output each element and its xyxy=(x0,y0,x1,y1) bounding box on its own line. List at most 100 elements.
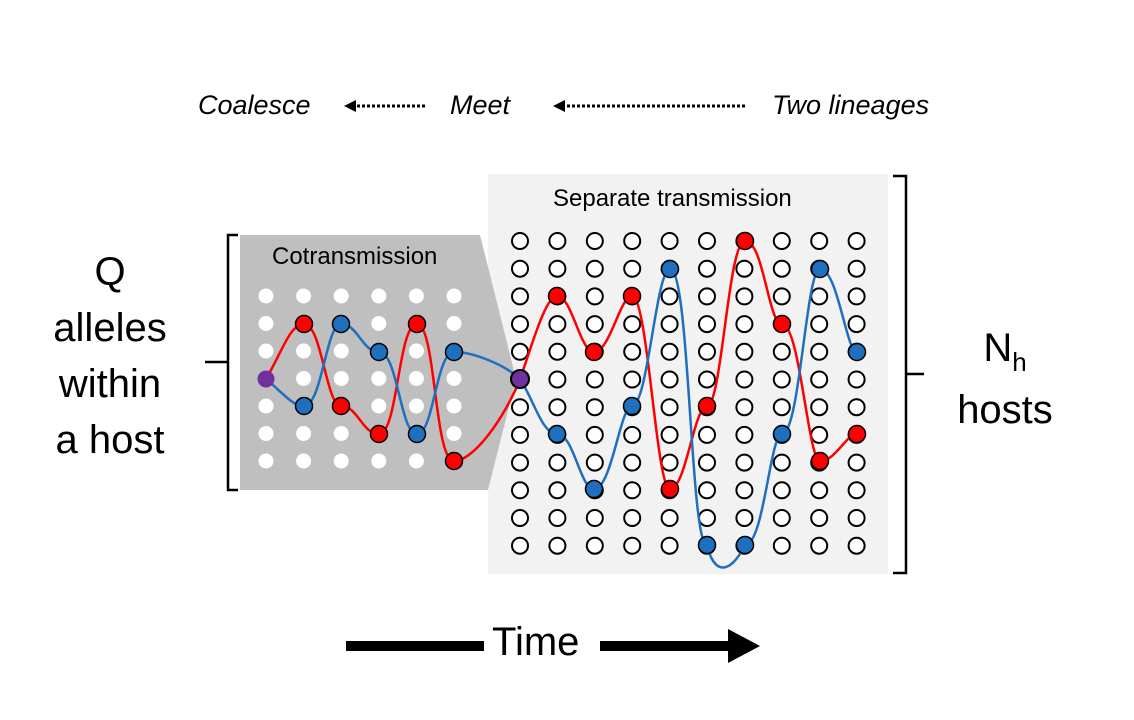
host-circle xyxy=(772,509,791,527)
host-circle xyxy=(548,536,567,555)
two-lineages-label: Two lineages xyxy=(772,90,930,120)
host-circle xyxy=(698,315,716,334)
host-circle xyxy=(735,370,754,389)
host-circle xyxy=(585,287,604,306)
q-alleles-line: a host xyxy=(55,418,165,462)
host-circle xyxy=(772,287,791,306)
host-circle xyxy=(810,398,829,417)
host-circle xyxy=(810,481,829,500)
red-lineage-node xyxy=(772,314,792,334)
host-circle xyxy=(772,342,791,361)
host-circle xyxy=(772,370,791,389)
time-label: Time xyxy=(492,620,580,664)
flow-arrow-meet-to-coalesce xyxy=(344,100,425,112)
allele-dot xyxy=(333,371,349,386)
blue-lineage-node xyxy=(810,259,830,279)
host-circle xyxy=(660,536,679,555)
host-circle xyxy=(511,536,529,555)
host-circle xyxy=(735,398,754,417)
host-circle xyxy=(810,425,829,444)
host-circle xyxy=(511,425,529,444)
host-circle xyxy=(511,315,529,334)
allele-dot xyxy=(258,453,274,469)
allele-dot xyxy=(296,288,312,304)
red-lineage-node xyxy=(444,451,464,471)
allele-dot xyxy=(333,288,349,304)
host-circle xyxy=(585,370,604,389)
blue-lineage-node xyxy=(584,479,604,499)
red-lineage-node xyxy=(847,424,867,444)
host-circle xyxy=(660,453,679,472)
host-circle xyxy=(511,259,529,278)
host-circle xyxy=(847,481,866,500)
host-circle xyxy=(698,342,716,361)
host-circle xyxy=(548,398,567,417)
allele-dot xyxy=(408,288,424,304)
host-circle xyxy=(585,453,604,472)
host-circle xyxy=(810,509,829,527)
host-circle xyxy=(548,509,567,527)
blue-lineage-node xyxy=(294,396,314,416)
nh-hosts-label: Nh hosts xyxy=(945,324,1065,434)
lineage-nodes xyxy=(257,231,867,555)
host-circle xyxy=(660,398,679,417)
host-circle xyxy=(810,342,829,361)
host-circle xyxy=(511,398,529,417)
red-lineage-node xyxy=(369,424,389,444)
host-circle xyxy=(511,287,529,306)
allele-dot xyxy=(258,316,274,331)
allele-dot xyxy=(408,453,424,469)
host-circle xyxy=(735,315,754,334)
host-circle xyxy=(810,370,829,389)
allele-dot xyxy=(296,371,312,386)
red-lineage-node xyxy=(810,451,830,471)
host-circle xyxy=(548,481,567,500)
host-circle xyxy=(810,232,829,250)
host-circle xyxy=(623,342,642,361)
host-circle xyxy=(623,509,642,527)
allele-dot xyxy=(408,371,424,386)
coalesce-label: Coalesce xyxy=(198,90,311,120)
host-circle xyxy=(735,509,754,527)
red-lineage-node xyxy=(294,314,314,334)
allele-dot xyxy=(408,398,424,414)
host-circle xyxy=(698,425,716,444)
host-circle xyxy=(548,342,567,361)
host-circle xyxy=(772,481,791,500)
host-circle xyxy=(847,370,866,389)
separate-transmission-title: Separate transmission xyxy=(553,185,792,212)
allele-dot xyxy=(258,426,274,441)
red-lineage-node xyxy=(407,314,427,334)
blue-lineage-node xyxy=(697,535,717,555)
cotransmission-title: Cotransmission xyxy=(272,243,438,270)
host-circle xyxy=(548,259,567,278)
host-circle xyxy=(772,232,791,250)
host-circle xyxy=(511,342,529,361)
host-circle xyxy=(585,509,604,527)
host-circle xyxy=(548,453,567,472)
allele-dot xyxy=(446,371,462,386)
red-lineage-node xyxy=(697,396,717,416)
host-circle xyxy=(772,259,791,278)
hosts-word: hosts xyxy=(957,388,1053,432)
left-bracket xyxy=(205,233,238,492)
q-alleles-label: Q alleles within a host xyxy=(40,244,180,468)
separate-transmission-host-grid xyxy=(511,232,866,555)
host-circle xyxy=(847,453,866,472)
host-circle xyxy=(623,536,642,555)
host-circle xyxy=(847,536,866,555)
blue-lineage-node xyxy=(444,342,464,362)
right-bracket xyxy=(893,174,924,575)
allele-dot xyxy=(333,343,349,359)
host-circle xyxy=(847,287,866,306)
allele-dot xyxy=(446,426,462,441)
allele-dot xyxy=(258,398,274,414)
host-circle xyxy=(660,370,679,389)
allele-dot xyxy=(408,343,424,359)
host-circle xyxy=(660,425,679,444)
host-circle xyxy=(698,259,716,278)
host-circle xyxy=(847,398,866,417)
red-lineage-node xyxy=(735,231,755,251)
host-circle xyxy=(548,315,567,334)
host-circle xyxy=(623,481,642,500)
